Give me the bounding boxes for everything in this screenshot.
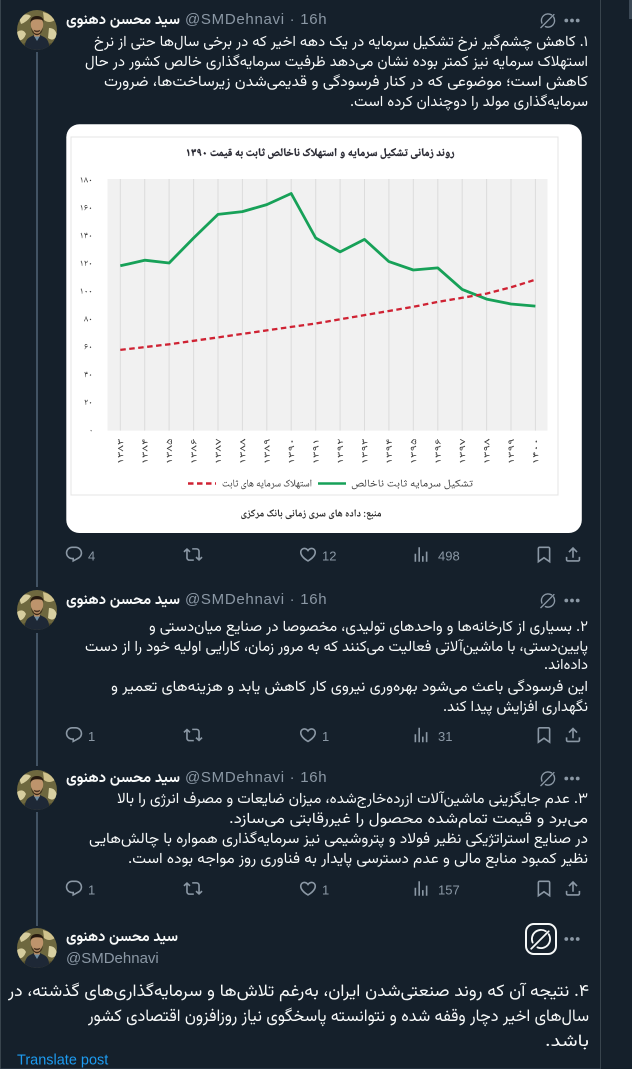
svg-text:1: 1 xyxy=(322,883,329,898)
svg-text:@SMDehnavi · 16h: @SMDehnavi · 16h xyxy=(185,769,327,786)
svg-text:1: 1 xyxy=(322,729,329,744)
svg-text:4: 4 xyxy=(88,549,95,564)
svg-text:@SMDehnavi: @SMDehnavi xyxy=(66,950,159,967)
svg-text:31: 31 xyxy=(438,729,452,744)
svg-text:498: 498 xyxy=(438,549,460,564)
svg-text:157: 157 xyxy=(438,883,460,898)
svg-text:Translate post: Translate post xyxy=(17,1053,108,1069)
svg-text:1: 1 xyxy=(88,883,95,898)
svg-text:@SMDehnavi · 16h: @SMDehnavi · 16h xyxy=(185,591,327,608)
svg-text:@SMDehnavi · 16h: @SMDehnavi · 16h xyxy=(185,11,327,28)
svg-text:12: 12 xyxy=(322,549,336,564)
svg-text:1: 1 xyxy=(88,729,95,744)
